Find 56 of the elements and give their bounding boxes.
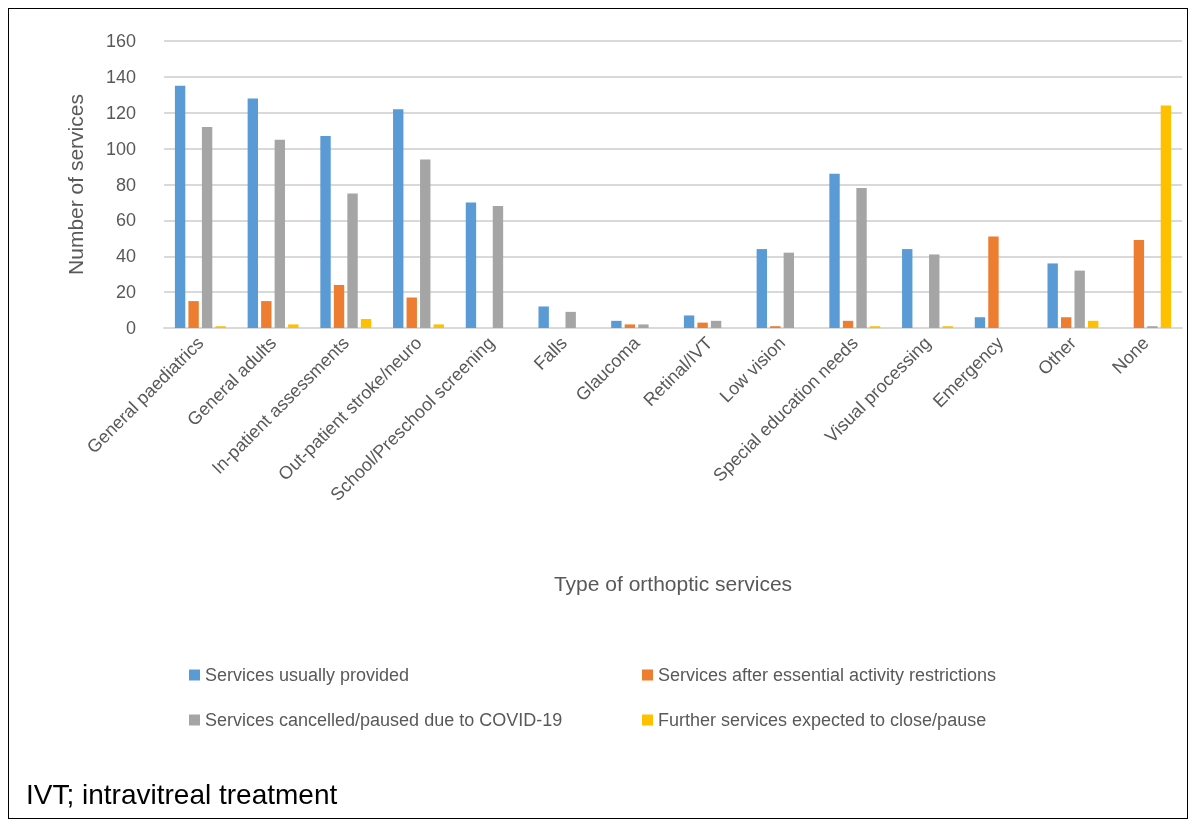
bar [406, 297, 417, 328]
bar [856, 188, 867, 328]
bar [261, 301, 272, 328]
text: IVT; intravitreal treatment [26, 778, 338, 810]
bar [1133, 240, 1145, 328]
bar [433, 324, 444, 328]
y-tick-label: 160 [105, 31, 136, 51]
bar [929, 254, 940, 328]
y-tick-label: 0 [125, 318, 136, 338]
y-tick-label: 40 [115, 246, 136, 267]
y-tick-label: 120 [105, 102, 136, 123]
y-tick-label: 100 [105, 138, 136, 159]
legend-label: Services after essential activity restrictions [658, 665, 997, 685]
bar [1087, 320, 1099, 328]
bar [829, 173, 840, 328]
bar [783, 252, 795, 328]
bar [683, 315, 695, 328]
legend-label: Services cancelled/paused due to COVID-19 [205, 710, 563, 730]
y-tick-label: 20 [115, 282, 136, 303]
bar [393, 109, 404, 328]
bar [201, 127, 213, 328]
x-axis-title: Type of orthoptic services [553, 572, 793, 595]
bar [492, 206, 504, 328]
bar [710, 320, 722, 328]
bar [756, 249, 768, 328]
bar [697, 322, 708, 328]
bar [1060, 317, 1072, 328]
bar [333, 284, 345, 328]
bar [1047, 263, 1058, 328]
bar [624, 324, 636, 328]
bar [538, 306, 549, 328]
bar [420, 159, 431, 328]
bar [247, 98, 259, 328]
bar [288, 324, 299, 328]
bar [974, 317, 986, 328]
bar [1160, 105, 1172, 328]
bar [1074, 270, 1085, 328]
bar [174, 85, 186, 328]
y-tick-label: 60 [115, 210, 136, 231]
bar [611, 320, 622, 328]
bar [320, 136, 331, 328]
bar [988, 236, 999, 328]
bar [842, 320, 854, 328]
legend-label: Further services expected to close/pause [658, 710, 987, 730]
bar [902, 249, 913, 328]
bar [347, 193, 358, 328]
y-axis-title: Number of services [64, 94, 87, 275]
bar [188, 301, 199, 328]
y-tick-label: 140 [105, 66, 136, 87]
bar [565, 311, 576, 328]
legend-label: Services usually provided [205, 665, 410, 685]
bar [638, 324, 649, 328]
bar [274, 139, 286, 328]
y-tick-label: 80 [115, 174, 136, 195]
bar [465, 202, 477, 328]
bar [360, 319, 372, 328]
